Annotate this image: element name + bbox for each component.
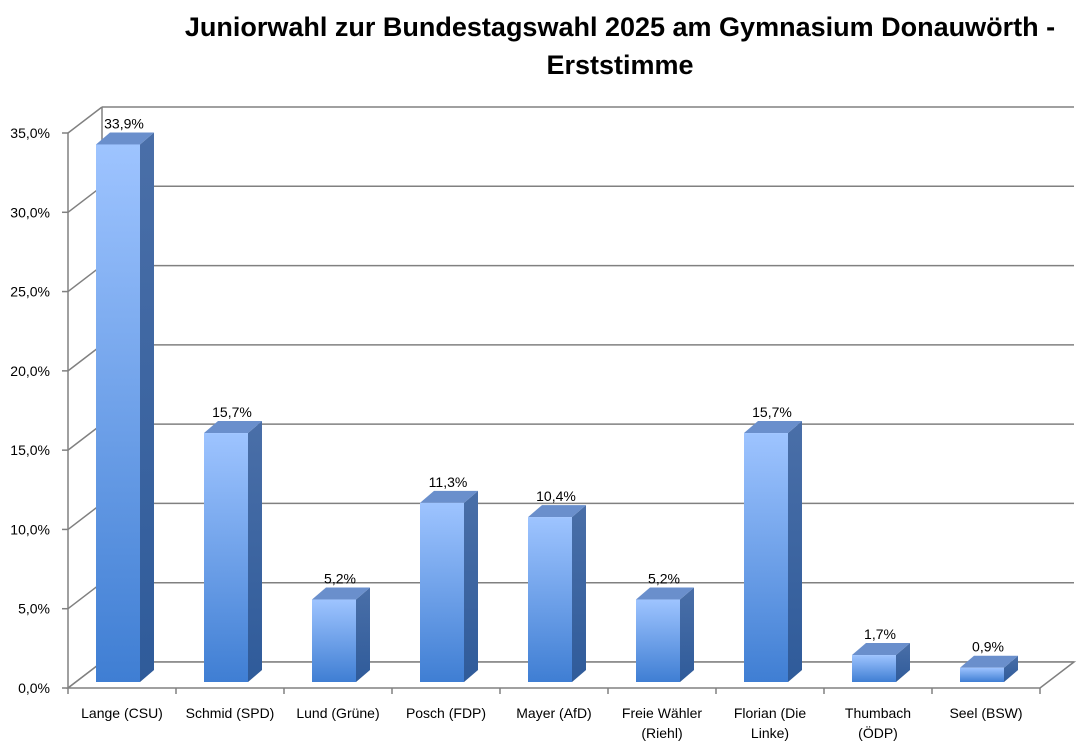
data-label: 10,4% (536, 488, 576, 504)
y-tick-label: 15,0% (10, 442, 50, 458)
x-tick-label: (ÖDP) (858, 724, 898, 741)
bar-side (572, 505, 586, 682)
bar-side (896, 643, 910, 682)
bar (204, 433, 248, 682)
bar-top (204, 421, 262, 434)
bar (636, 599, 680, 682)
bar-top (636, 587, 694, 600)
bar-side (356, 587, 370, 682)
bar-7 (852, 643, 910, 682)
bar-0 (96, 132, 154, 682)
bar-3 (420, 490, 478, 682)
chart-title-line-2: Erststimme (546, 50, 694, 80)
bar-side (1004, 655, 1018, 682)
data-label: 33,9% (104, 115, 144, 131)
bar-top (528, 505, 586, 518)
bar (96, 144, 140, 682)
bar-top (744, 421, 802, 434)
labels-layer: 0,0% 5,0% 10,0% 15,0% 20,0% 25,0% 30,0% 35,0% 33… (10, 115, 1022, 741)
bar-1 (204, 421, 262, 682)
y-tick-label: 0,0% (18, 680, 50, 696)
data-label: 15,7% (752, 404, 792, 420)
gridline-side (67, 106, 103, 134)
bar (960, 667, 1004, 682)
bar-top (960, 655, 1018, 668)
bar-top (852, 643, 910, 656)
x-tick-label: Schmid (SPD) (186, 705, 275, 721)
y-tick-label: 35,0% (10, 125, 50, 141)
x-tick-label: Freie Wähler (622, 705, 702, 721)
bar-top (312, 587, 370, 600)
y-tick-label: 30,0% (10, 204, 50, 220)
bars-layer (96, 132, 1018, 682)
bar-side (680, 587, 694, 682)
bar (420, 502, 464, 682)
bar-5 (636, 587, 694, 682)
bar-8 (960, 655, 1018, 682)
data-label: 5,2% (648, 571, 680, 587)
y-tick-label: 5,0% (18, 601, 50, 617)
x-tick-label: Linke) (751, 725, 789, 741)
x-tick-label: Posch (FDP) (406, 705, 486, 721)
bar-4 (528, 505, 586, 682)
x-tick-label: Seel (BSW) (949, 705, 1022, 721)
y-tick-label: 10,0% (10, 521, 50, 537)
y-tick-label: 25,0% (10, 284, 50, 300)
bar-side (464, 490, 478, 682)
bar (528, 517, 572, 682)
x-tick-label: (Riehl) (641, 725, 682, 741)
bar (744, 433, 788, 682)
back-wall (102, 107, 1074, 662)
bar-side (140, 132, 154, 682)
data-label: 0,9% (972, 639, 1004, 655)
x-tick-label: Lund (Grüne) (296, 705, 379, 721)
chart-title-line-1: Juniorwahl zur Bundestagswahl 2025 am Gy… (184, 12, 1056, 42)
x-tick-label: Florian (Die (734, 705, 807, 721)
bar-side (248, 421, 262, 682)
x-tick-label: Lange (CSU) (81, 705, 163, 721)
data-label: 11,3% (429, 474, 468, 490)
bar-6 (744, 421, 802, 682)
x-tick-label: Mayer (AfD) (516, 705, 591, 721)
bar-top (96, 132, 154, 145)
x-tick-label: Thumbach (845, 705, 911, 721)
chart-title: Juniorwahl zur Bundestagswahl 2025 am Gy… (90, 8, 1090, 84)
data-label: 1,7% (864, 626, 896, 642)
data-label: 15,7% (212, 404, 252, 420)
bar-top (420, 490, 478, 503)
bar (852, 655, 896, 682)
bar-2 (312, 587, 370, 682)
data-label: 5,2% (324, 571, 356, 587)
bar (312, 599, 356, 682)
bar-side (788, 421, 802, 682)
y-tick-label: 20,0% (10, 363, 50, 379)
